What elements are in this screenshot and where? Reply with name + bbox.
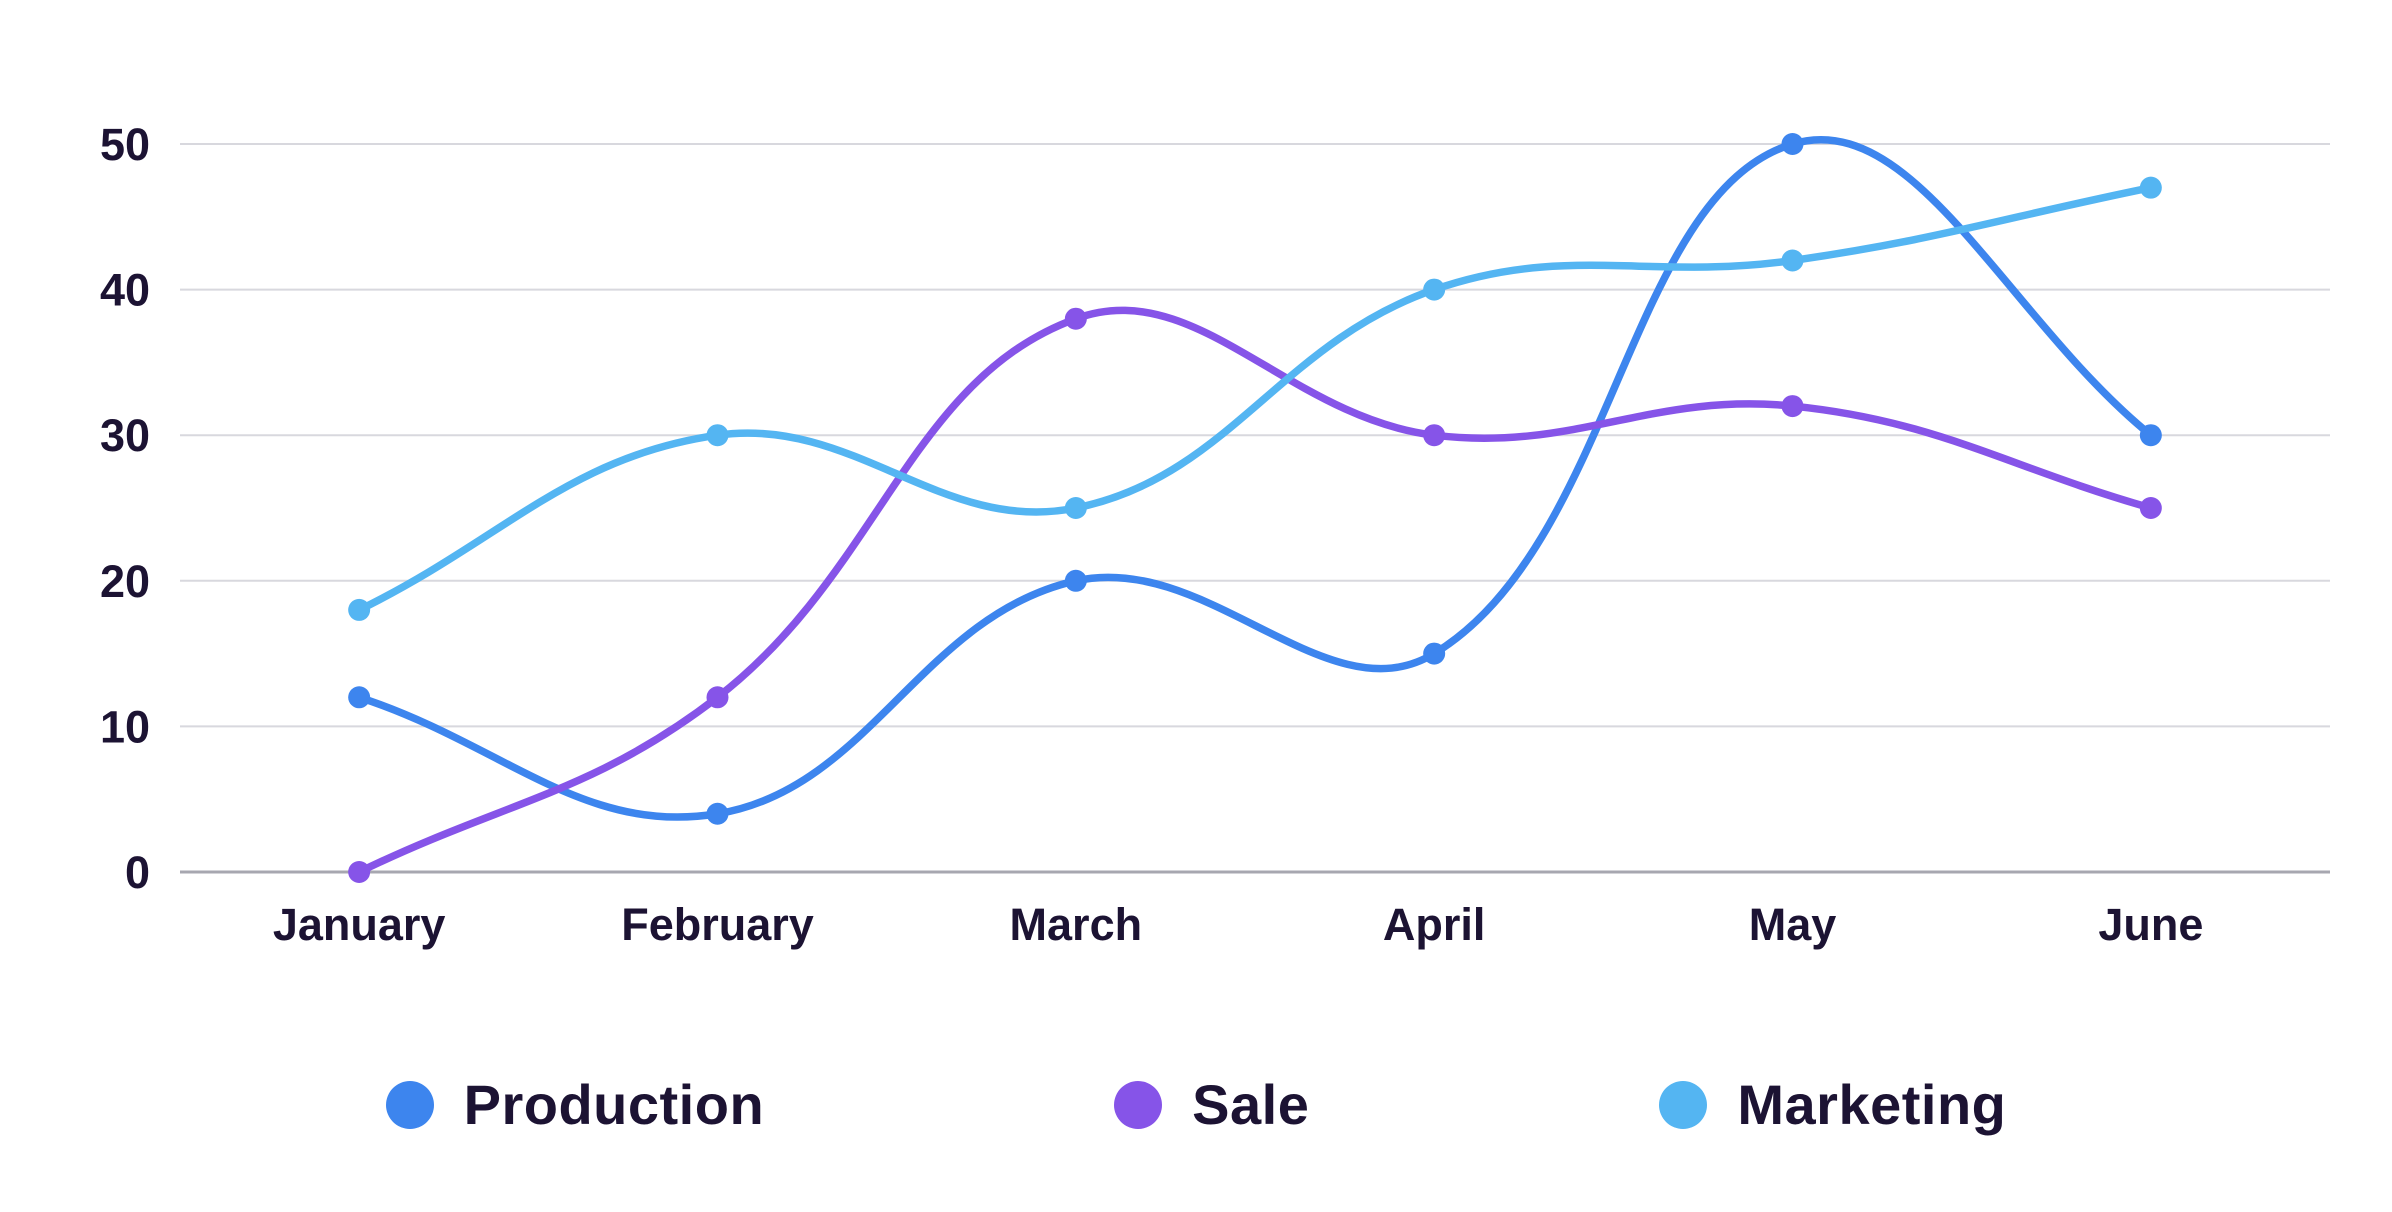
data-point-sale-january [348, 861, 371, 883]
data-point-production-april [1423, 642, 1446, 665]
y-tick-label-10: 10 [100, 701, 150, 752]
data-point-marketing-january [348, 598, 371, 621]
x-axis-label-april: April [1383, 899, 1486, 950]
series-points-marketing [348, 176, 2162, 621]
data-point-production-march [1064, 569, 1087, 592]
legend-item-sale[interactable]: Sale [1114, 1072, 1309, 1137]
data-point-production-june [2139, 424, 2162, 447]
data-point-production-may [1781, 133, 1804, 155]
legend-marker-sale [1114, 1080, 1163, 1129]
data-point-sale-may [1781, 395, 1804, 418]
data-point-marketing-june [2139, 176, 2162, 199]
y-tick-label-0: 0 [125, 847, 150, 898]
legend-label-production: Production [463, 1073, 765, 1136]
legend-marker-production [385, 1080, 434, 1129]
y-tick-label-20: 20 [100, 556, 150, 607]
legend-item-marketing[interactable]: Marketing [1659, 1072, 2006, 1137]
data-point-marketing-may [1781, 249, 1804, 272]
x-axis-labels: January February March April May June [273, 899, 2203, 950]
data-point-production-january [348, 686, 371, 709]
chart-legend: Production Sale Marketing [0, 1072, 2392, 1137]
data-point-marketing-february [706, 424, 729, 447]
data-point-sale-april [1423, 424, 1446, 447]
legend-label-sale: Sale [1192, 1073, 1310, 1136]
x-axis-label-february: February [621, 899, 814, 950]
x-axis-label-january: January [273, 899, 446, 950]
series-line-marketing [355, 183, 2155, 614]
gridlines [180, 143, 2330, 874]
series-points-production [348, 133, 2162, 825]
y-tick-label-50: 50 [100, 119, 150, 170]
x-axis-label-june: June [2098, 899, 2203, 950]
data-point-sale-march [1064, 307, 1087, 330]
y-axis-tick-labels: 0 10 20 30 40 50 [100, 119, 150, 898]
legend-marker-marketing [1659, 1080, 1708, 1129]
series-line-production [355, 135, 2155, 821]
data-point-sale-february [706, 686, 729, 709]
data-point-sale-june [2139, 497, 2162, 519]
x-axis-label-march: March [1010, 899, 1143, 950]
series-line-sale [355, 306, 2155, 876]
series-points-sale [348, 307, 2162, 883]
x-axis-label-may: May [1749, 899, 1837, 950]
y-tick-label-40: 40 [100, 265, 150, 316]
legend-item-production[interactable]: Production [385, 1072, 765, 1137]
data-point-production-february [706, 802, 729, 825]
data-point-marketing-march [1064, 497, 1087, 519]
legend-label-marketing: Marketing [1737, 1073, 2007, 1136]
data-point-marketing-april [1423, 278, 1446, 301]
y-tick-label-30: 30 [100, 410, 150, 461]
